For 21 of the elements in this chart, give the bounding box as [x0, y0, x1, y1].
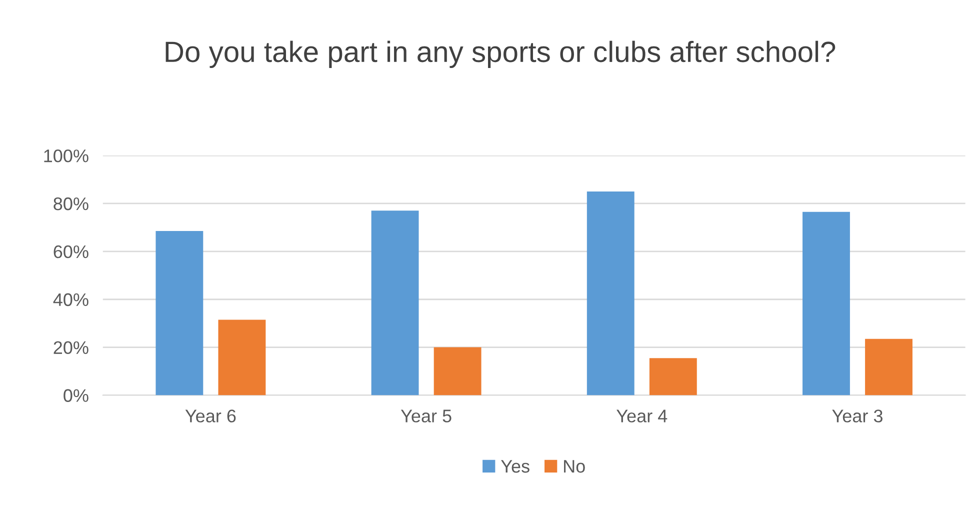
- y-tick-label: 40%: [53, 293, 88, 306]
- bar: [586, 192, 634, 396]
- legend-label: Yes: [501, 460, 530, 473]
- y-tick-label: 80%: [54, 197, 88, 210]
- bar: [649, 358, 697, 396]
- y-tick-label: 20%: [54, 341, 88, 354]
- bar: [865, 338, 912, 396]
- bar: [218, 320, 266, 396]
- bar: [156, 231, 204, 396]
- legend-label: No: [564, 460, 585, 473]
- x-tick-label: Year 3: [832, 410, 882, 422]
- bar: [802, 212, 850, 396]
- y-tick-label: 60%: [54, 245, 88, 258]
- chart-title: Do you take part in any sports or clubs after school?: [166, 40, 836, 68]
- x-tick-label: Year 5: [400, 410, 452, 422]
- x-tick-label: Year 4: [616, 410, 668, 422]
- y-tick-label: 100%: [44, 149, 88, 162]
- y-tick-label: 0%: [64, 389, 88, 402]
- x-tick-label: Year 6: [185, 410, 236, 422]
- bar: [371, 210, 419, 396]
- bar: [434, 347, 482, 396]
